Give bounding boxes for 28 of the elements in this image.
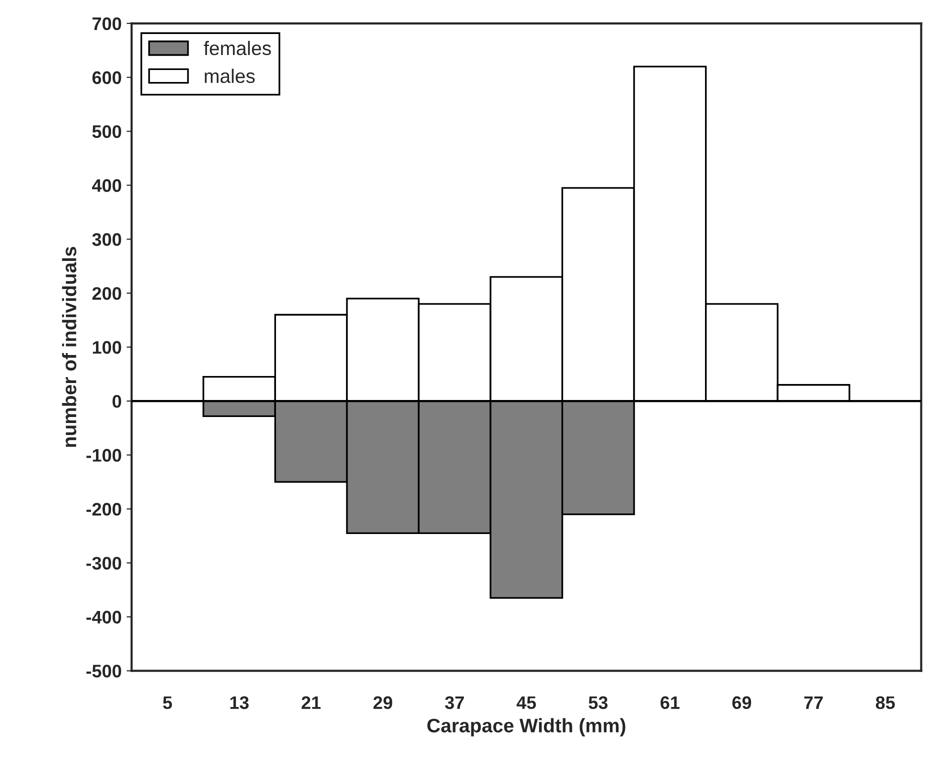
- y-tick-label: 600: [92, 71, 122, 84]
- y-tick-label: -200: [86, 502, 122, 516]
- x-tick-label: 69: [732, 696, 752, 710]
- x-tick-label: 5: [163, 696, 172, 710]
- x-tick-label: 21: [302, 696, 321, 709]
- legend-label: females: [204, 40, 271, 56]
- x-tick-label: 29: [373, 696, 392, 710]
- legend-label: males: [204, 68, 255, 84]
- y-tick-label: -500: [86, 664, 122, 678]
- y-tick-label: -400: [86, 610, 122, 624]
- x-axis-title: Carapace Width (mm): [427, 718, 626, 736]
- x-tick-label: 37: [444, 696, 464, 710]
- x-tick-label: 13: [230, 696, 249, 710]
- y-tick-label: 200: [92, 287, 122, 300]
- y-tick-label: 400: [92, 179, 122, 192]
- x-tick-label: 77: [804, 696, 823, 709]
- y-tick-label: 500: [92, 125, 122, 138]
- x-tick-label: 45: [516, 696, 536, 710]
- y-tick-label: 0: [112, 394, 122, 408]
- y-axis-title: number of individuals: [62, 246, 76, 447]
- y-tick-label: -300: [86, 556, 122, 570]
- x-tick-label: 61: [660, 696, 680, 710]
- y-tick-label: -100: [86, 448, 122, 462]
- x-tick-label: 53: [588, 696, 608, 710]
- x-tick-label: 85: [876, 696, 895, 710]
- y-tick-label: 100: [92, 341, 122, 354]
- y-tick-label: 700: [92, 17, 122, 30]
- y-tick-label: 300: [92, 233, 122, 246]
